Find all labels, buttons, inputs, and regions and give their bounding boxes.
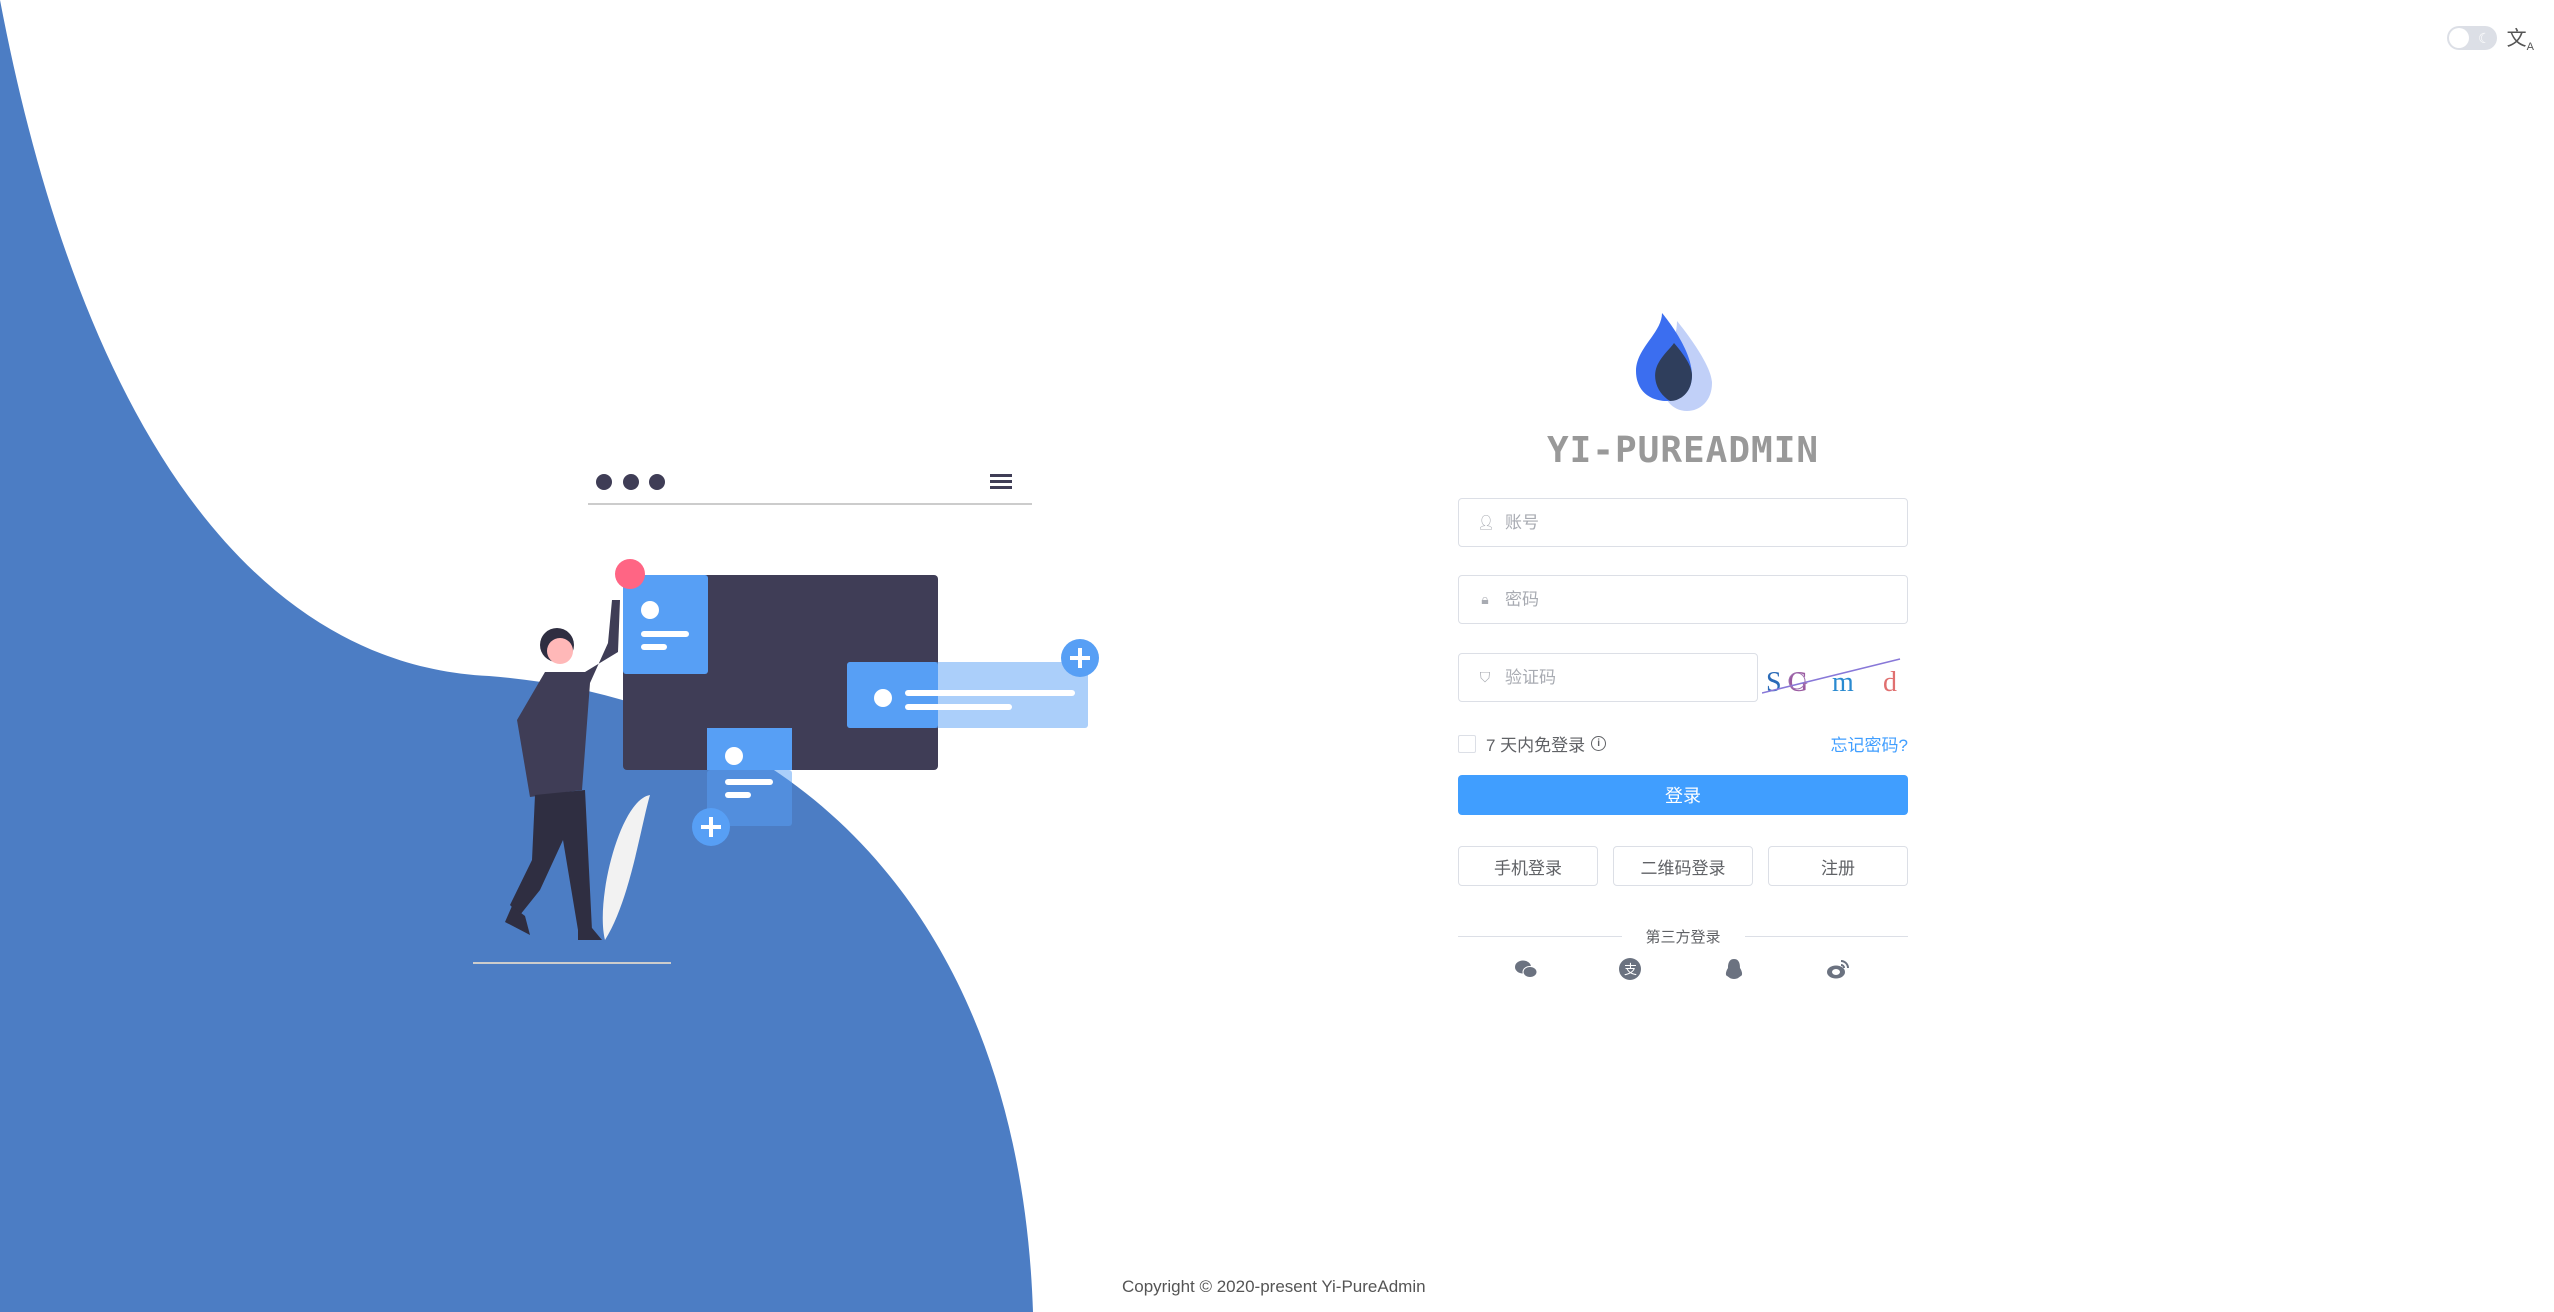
svg-text:支: 支 [1624,962,1637,977]
captcha-char: S [1766,667,1782,698]
alt-login-buttons: 手机登录 二维码登录 注册 [1458,846,1908,886]
login-button[interactable]: 登录 [1458,775,1908,815]
alipay-icon[interactable]: 支 [1616,955,1644,983]
qq-icon[interactable] [1720,955,1748,983]
weibo-icon[interactable] [1824,955,1852,983]
checkbox[interactable] [1458,734,1476,753]
captcha-char: G [1788,667,1808,698]
dark-mode-toggle[interactable]: ☾ [2446,25,2497,50]
password-input[interactable] [1503,588,1907,611]
moon-icon: ☾ [2478,29,2491,46]
top-toolbar: ☾ 文A [2446,22,2534,53]
shield-icon: ⛉ [1479,669,1491,685]
third-party-label: 第三方登录 [1645,929,1721,946]
app-title: YI-PUREADMIN [1546,430,1820,471]
username-field[interactable]: 👤︎ [1458,498,1908,547]
password-field[interactable]: 🔒︎ [1458,575,1908,624]
captcha-image[interactable]: S G m d [1762,653,1902,702]
wechat-icon[interactable] [1512,955,1540,983]
info-icon[interactable]: i [1591,736,1607,751]
third-party-icons: 支 [1512,955,1852,983]
captcha-char: d [1883,667,1897,698]
translate-icon[interactable]: 文A [2506,28,2534,53]
captcha-field[interactable]: ⛉ [1458,653,1758,702]
water-drop-logo [1636,313,1712,411]
toggle-knob [2448,27,2469,48]
captcha-input[interactable] [1503,666,1757,689]
qrcode-login-button[interactable]: 二维码登录 [1613,846,1753,886]
register-button[interactable]: 注册 [1768,846,1908,886]
third-party-divider: 第三方登录 [1458,926,1909,947]
user-icon: 👤︎ [1477,514,1495,530]
remember-checkbox[interactable]: 7 天内免登录 i [1458,731,1607,756]
copyright: Copyright © 2020-present Yi-PureAdmin [1122,1277,1426,1296]
username-input[interactable] [1503,511,1907,534]
lock-icon: 🔒︎ [1481,591,1489,607]
phone-login-button[interactable]: 手机登录 [1458,846,1598,886]
remember-label: 7 天内免登录 [1486,736,1586,755]
forgot-password-link[interactable]: 忘记密码? [1830,736,1908,755]
options-row: 7 天内免登录 i 忘记密码? [1458,731,1908,756]
